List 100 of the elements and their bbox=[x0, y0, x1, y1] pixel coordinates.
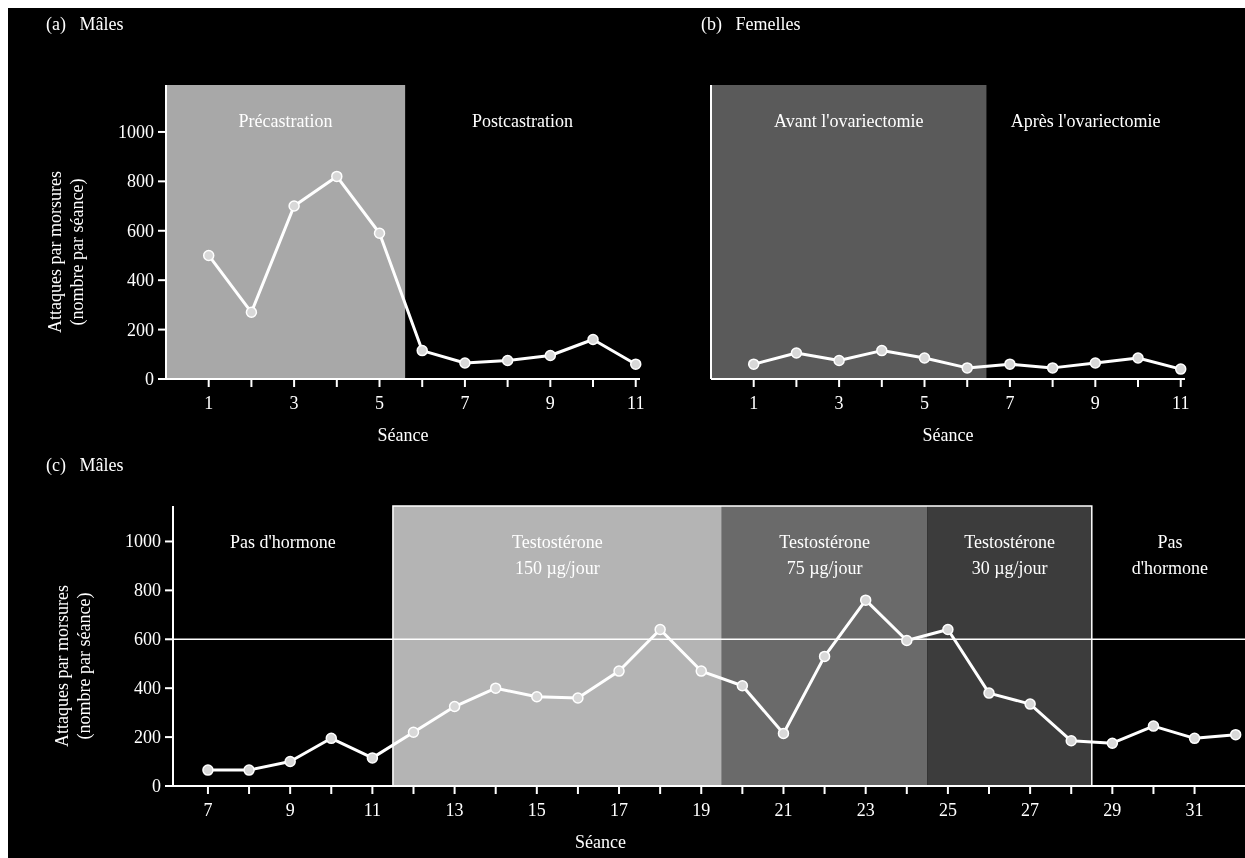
point bbox=[1089, 357, 1102, 369]
band-label: Testostérone 150 µg/jour bbox=[512, 532, 603, 578]
y-tick-label: 1000 bbox=[118, 121, 154, 142]
point bbox=[331, 170, 343, 183]
point bbox=[1188, 732, 1201, 745]
x-tick-label: 17 bbox=[610, 800, 629, 820]
y-tick-label: 200 bbox=[127, 319, 154, 340]
point bbox=[501, 354, 514, 367]
x-tick-label: 9 bbox=[545, 393, 555, 413]
chart-title: (c) Mâles bbox=[46, 455, 124, 476]
x-tick-label: 11 bbox=[363, 800, 382, 820]
point bbox=[918, 352, 931, 364]
y-tick-label: 0 bbox=[152, 776, 161, 796]
y-tick-label: 0 bbox=[145, 369, 154, 389]
point bbox=[833, 354, 845, 367]
annotation: Après l'ovariectomie bbox=[1010, 111, 1161, 131]
y-tick-label: 800 bbox=[134, 580, 161, 601]
point bbox=[961, 362, 973, 374]
point bbox=[489, 682, 502, 694]
x-tick-label: 3 bbox=[289, 393, 299, 413]
x-tick-label: 13 bbox=[445, 800, 464, 820]
x-tick-label: 15 bbox=[527, 800, 546, 820]
x-tick-label: 25 bbox=[938, 800, 957, 820]
x-tick-label: 21 bbox=[774, 800, 793, 820]
point bbox=[1106, 737, 1119, 749]
chart-title: (a) Mâles bbox=[46, 14, 124, 35]
band-label: Avant l'ovariectomie bbox=[774, 111, 924, 131]
y-tick-label: 1000 bbox=[125, 531, 161, 552]
point bbox=[459, 357, 471, 369]
x-tick-label: 7 bbox=[460, 393, 470, 413]
annotation: Postcastration bbox=[472, 111, 574, 131]
point bbox=[613, 665, 625, 677]
point bbox=[942, 623, 954, 636]
x-tick-label: 11 bbox=[627, 393, 645, 413]
point bbox=[695, 665, 707, 677]
x-axis-title: Séance bbox=[377, 425, 429, 445]
point bbox=[777, 727, 790, 740]
x-tick-label: 3 bbox=[834, 393, 844, 413]
point bbox=[531, 690, 543, 703]
x-tick-label: 1 bbox=[204, 393, 214, 413]
x-tick-label: 5 bbox=[920, 393, 930, 413]
point bbox=[284, 755, 296, 768]
point bbox=[366, 752, 379, 764]
x-tick-label: 19 bbox=[692, 800, 711, 820]
point bbox=[544, 349, 557, 362]
point bbox=[1174, 363, 1187, 375]
x-tick-label: 27 bbox=[1021, 800, 1040, 820]
point bbox=[1147, 720, 1160, 732]
y-tick-label: 800 bbox=[127, 171, 154, 192]
point bbox=[629, 358, 642, 370]
point bbox=[790, 347, 803, 359]
band-label: Précastration bbox=[238, 111, 333, 131]
point bbox=[407, 726, 420, 738]
point bbox=[747, 358, 760, 370]
y-tick-label: 600 bbox=[134, 629, 161, 650]
point bbox=[983, 687, 995, 699]
point bbox=[202, 249, 215, 262]
point bbox=[736, 679, 749, 692]
point bbox=[572, 692, 584, 704]
y-tick-label: 400 bbox=[127, 270, 154, 291]
point bbox=[1065, 735, 1077, 747]
point bbox=[876, 344, 888, 357]
point bbox=[1024, 698, 1036, 710]
point bbox=[416, 344, 428, 357]
point bbox=[1229, 728, 1242, 741]
point bbox=[202, 764, 214, 776]
point bbox=[1004, 358, 1016, 370]
point bbox=[288, 200, 300, 212]
x-tick-label: 1 bbox=[749, 393, 759, 413]
x-tick-label: 31 bbox=[1185, 800, 1204, 820]
point bbox=[373, 227, 386, 239]
x-tick-label: 29 bbox=[1103, 800, 1122, 820]
point bbox=[325, 732, 338, 745]
y-tick-label: 200 bbox=[134, 727, 161, 748]
point bbox=[818, 650, 831, 663]
band-label: Testostérone 30 µg/jour bbox=[964, 532, 1055, 578]
x-axis-title: Séance bbox=[922, 425, 974, 445]
x-tick-label: 7 bbox=[1005, 393, 1015, 413]
annotation: Pas d'hormone bbox=[230, 532, 336, 552]
point bbox=[245, 306, 258, 319]
x-tick-label: 9 bbox=[285, 800, 295, 820]
y-tick-label: 400 bbox=[134, 678, 161, 699]
band-label: Testostérone 75 µg/jour bbox=[779, 532, 870, 578]
point bbox=[1046, 362, 1059, 374]
point bbox=[448, 700, 461, 713]
point bbox=[1132, 352, 1144, 364]
annotation: Pas d'hormone bbox=[1131, 532, 1209, 578]
point bbox=[654, 623, 666, 636]
point bbox=[901, 634, 913, 647]
point bbox=[859, 594, 872, 606]
x-tick-label: 23 bbox=[856, 800, 875, 820]
x-tick-label: 5 bbox=[375, 393, 385, 413]
y-axis-title: Attaques par morsures (nombre par séance) bbox=[45, 171, 88, 333]
point bbox=[243, 764, 255, 776]
y-axis-title: Attaques par morsures (nombre par séance) bbox=[52, 585, 95, 747]
point bbox=[587, 333, 599, 346]
x-tick-label: 11 bbox=[1172, 393, 1190, 413]
x-tick-label: 9 bbox=[1090, 393, 1100, 413]
chart-title: (b) Femelles bbox=[701, 14, 801, 35]
x-tick-label: 7 bbox=[203, 800, 213, 820]
